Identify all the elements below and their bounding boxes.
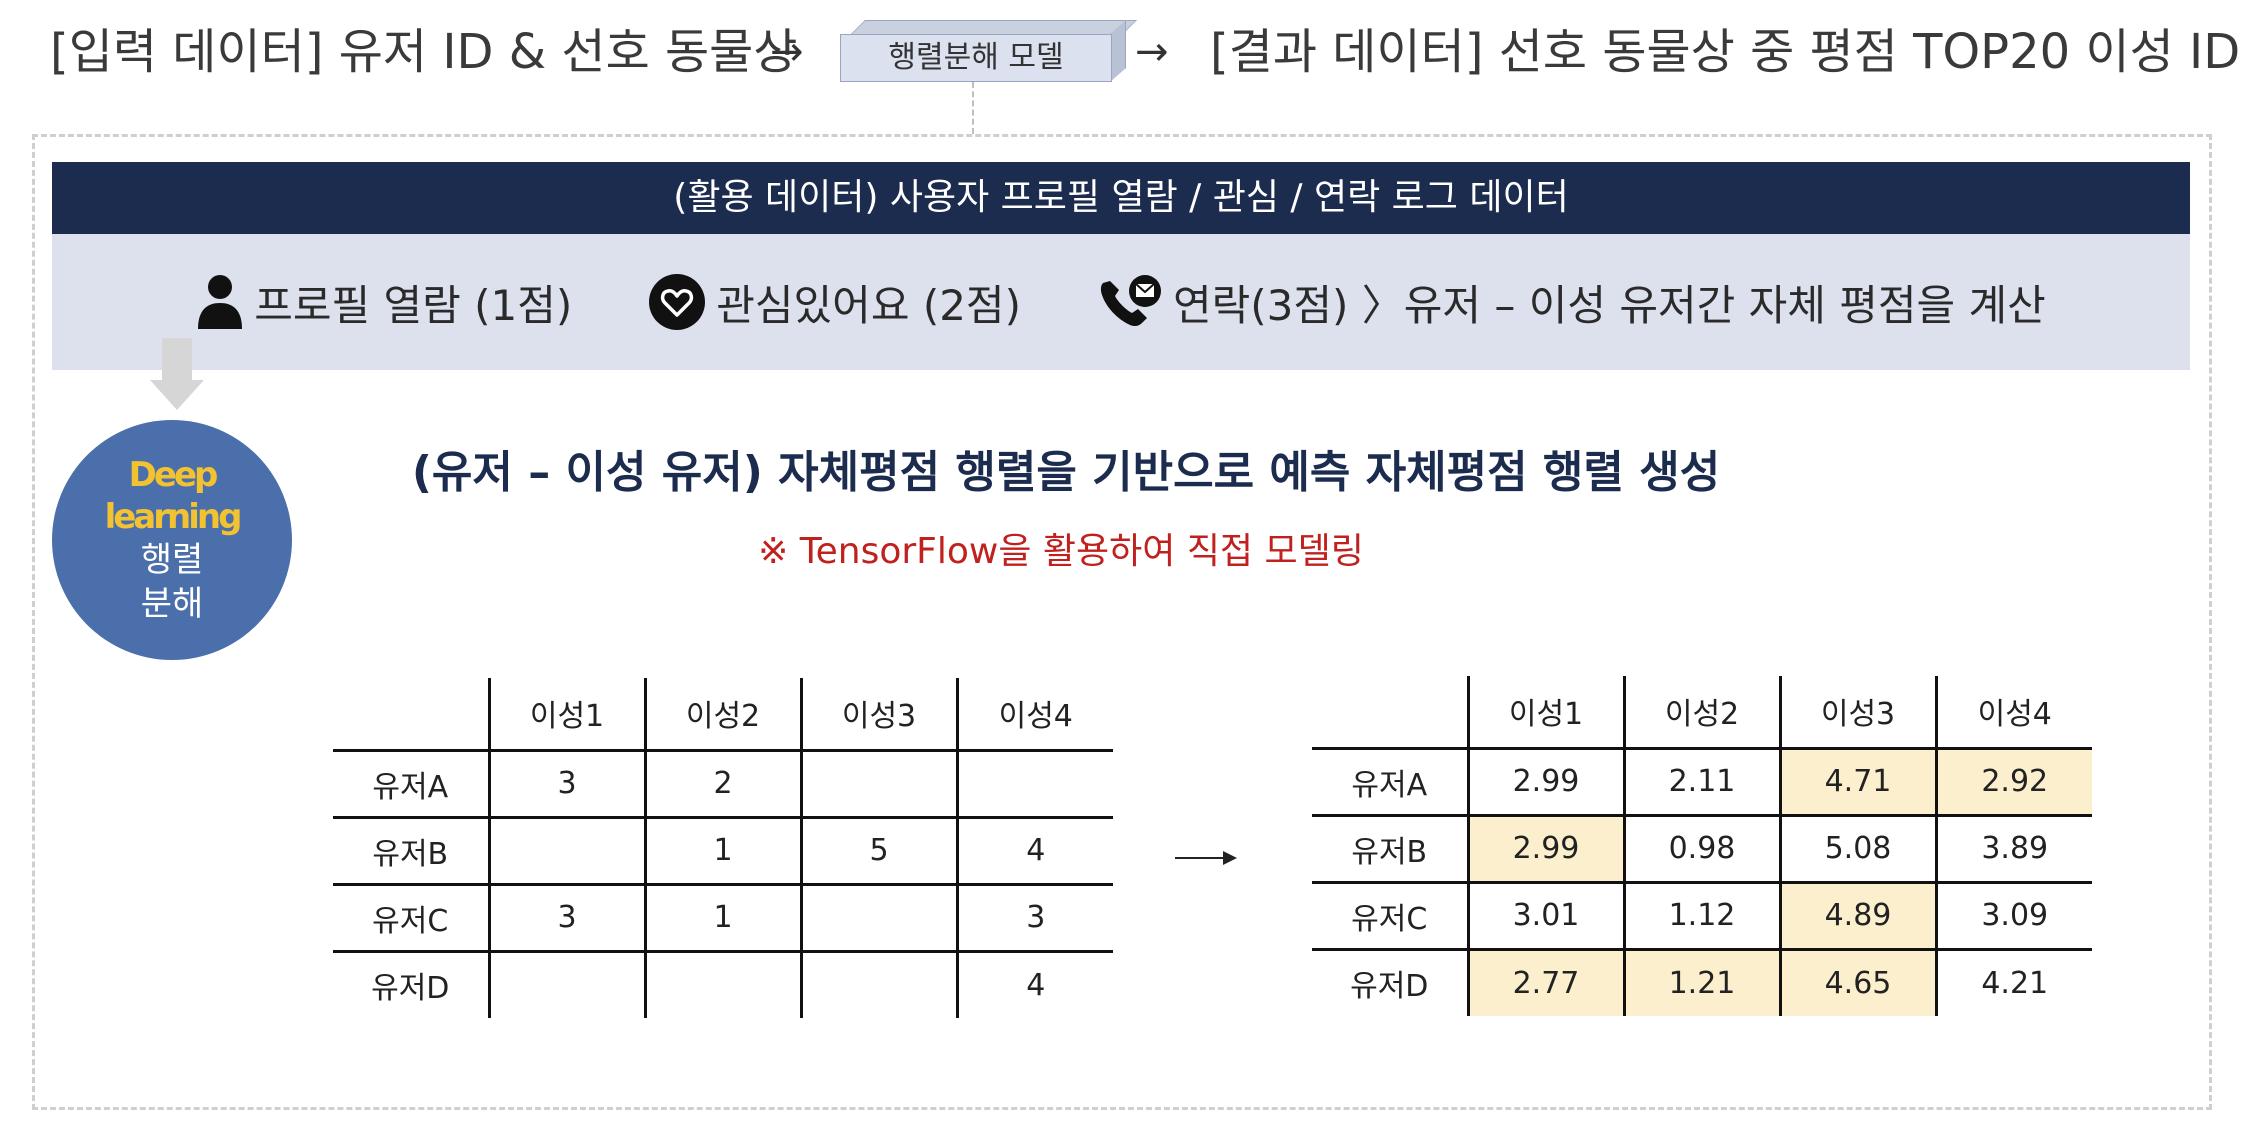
input-data-label: [입력 데이터] 유저 ID & 선호 동물상 (50, 24, 798, 80)
table-row: 유저C 3.01 1.12 4.89 3.09 (1312, 880, 2092, 949)
dashed-connector (972, 82, 974, 134)
row-header: 유저B (333, 815, 489, 884)
table-cell: 5.08 (1778, 813, 1936, 882)
matrix-transform-arrow (1175, 857, 1225, 859)
highlighted-cell: 4.89 (1778, 880, 1936, 949)
table-cell: 1 (643, 882, 801, 951)
table-cell: 3 (487, 748, 645, 817)
table-cell (955, 748, 1113, 817)
table-cell (487, 949, 645, 1018)
table-cell (643, 949, 801, 1018)
highlighted-cell: 2.99 (1466, 813, 1624, 882)
corner-cell (1312, 676, 1468, 748)
scoring-band (52, 234, 2190, 370)
highlighted-cell: 4.71 (1778, 746, 1936, 815)
table-cell: 3 (487, 882, 645, 951)
table-cell: 5 (799, 815, 957, 884)
heart-icon (649, 274, 706, 330)
contact-score: 연락(3점) 〉유저 – 이성 유저간 자체 평점을 계산 (1172, 280, 2046, 330)
table-cell (799, 882, 957, 951)
flow-arrow-2: → (1135, 29, 1169, 75)
column-header: 이성1 (1466, 676, 1624, 748)
column-header: 이성3 (1778, 676, 1936, 748)
row-header: 유저A (333, 748, 489, 817)
output-data-label: [결과 데이터] 선호 동물상 중 평점 TOP20 이성 ID (1210, 24, 2241, 80)
table-cell (487, 815, 645, 884)
table-cell: 4 (955, 949, 1113, 1018)
section-heading: (유저 – 이성 유저) 자체평점 행렬을 기반으로 예측 자체평점 행렬 생성 (411, 447, 1721, 498)
column-header: 이성1 (487, 678, 645, 750)
table-cell: 2.11 (1622, 746, 1780, 815)
table-cell: 3.01 (1466, 880, 1624, 949)
down-arrow-head (150, 380, 204, 410)
interest-score: 관심있어요 (2점) (716, 280, 1021, 330)
table-cell: 1 (643, 815, 801, 884)
table-row: 유저C 3 1 3 (333, 882, 1113, 951)
down-arrow-shaft (162, 338, 192, 382)
column-header: 이성4 (1934, 676, 2092, 748)
table-cell: 2.99 (1466, 746, 1624, 815)
table-row: 유저D 4 (333, 949, 1113, 1018)
table-header-row: 이성1 이성2 이성3 이성4 (333, 678, 1113, 750)
outer-dashed-frame (32, 134, 2212, 1110)
tensorflow-note: ※ TensorFlow을 활용하여 직접 모델링 (758, 531, 1364, 572)
scoring-row: 프로필 열람 (1점) 관심있어요 (2점) 연락(3점) 〉유저 – 이성 유… (52, 234, 2190, 370)
table-cell: 3.89 (1934, 813, 2092, 882)
table-row: 유저A 2.99 2.11 4.71 2.92 (1312, 746, 2092, 815)
table-cell (799, 949, 957, 1018)
row-header: 유저D (333, 949, 489, 1018)
note-wrap: ※ TensorFlow을 활용하여 직접 모델링 (0, 522, 2242, 574)
column-header: 이성4 (955, 678, 1113, 750)
person-icon (198, 275, 243, 329)
matrix-transform-arrow-head (1223, 851, 1237, 865)
highlighted-cell: 2.77 (1466, 947, 1624, 1016)
data-source-banner: (활용 데이터) 사용자 프로필 열람 / 관심 / 연락 로그 데이터 (52, 162, 2190, 234)
table-cell: 4.21 (1934, 947, 2092, 1016)
highlighted-cell: 1.21 (1622, 947, 1780, 1016)
row-header: 유저C (1312, 880, 1468, 949)
row-header: 유저B (1312, 813, 1468, 882)
table-row: 유저B 2.99 0.98 5.08 3.89 (1312, 813, 2092, 882)
table-cell: 3 (955, 882, 1113, 951)
row-header: 유저A (1312, 746, 1468, 815)
section-heading-wrap: (유저 – 이성 유저) 자체평점 행렬을 기반으로 예측 자체평점 행렬 생성 (0, 436, 2242, 500)
highlighted-cell: 4.65 (1778, 947, 1936, 1016)
profile-view-score: 프로필 열람 (1점) (254, 280, 573, 330)
column-header: 이성3 (799, 678, 957, 750)
table-header-row: 이성1 이성2 이성3 이성4 (1312, 676, 2092, 748)
circle-line-deep: Deep (128, 455, 219, 495)
flow-arrow-1: → (770, 29, 804, 75)
row-header: 유저C (333, 882, 489, 951)
table-cell: 0.98 (1622, 813, 1780, 882)
model-box: 행렬분해 모델 (840, 34, 1112, 82)
corner-cell (333, 678, 489, 750)
column-header: 이성2 (643, 678, 801, 750)
table-row: 유저B 1 5 4 (333, 815, 1113, 884)
table-cell: 4 (955, 815, 1113, 884)
input-rating-matrix: 이성1 이성2 이성3 이성4 유저A 3 2 유저B 1 5 4 유저C 3 … (333, 678, 1113, 1018)
column-header: 이성2 (1622, 676, 1780, 748)
table-cell: 1.12 (1622, 880, 1780, 949)
table-cell (799, 748, 957, 817)
table-cell: 3.09 (1934, 880, 2092, 949)
model-box-top-face (850, 20, 1137, 35)
table-cell: 2 (643, 748, 801, 817)
row-header: 유저D (1312, 947, 1468, 1016)
deep-learning-circle: Deep learning 행렬 분해 (52, 420, 292, 660)
phone-mail-icon (1100, 275, 1161, 327)
table-row: 유저D 2.77 1.21 4.65 4.21 (1312, 947, 2092, 1016)
predicted-rating-matrix: 이성1 이성2 이성3 이성4 유저A 2.99 2.11 4.71 2.92 … (1312, 676, 2092, 1016)
circle-line-matrix: 행렬 (140, 540, 204, 580)
circle-line-learning: learning (104, 497, 243, 537)
table-row: 유저A 3 2 (333, 748, 1113, 817)
highlighted-cell: 2.92 (1934, 746, 2092, 815)
circle-line-factorization: 분해 (140, 584, 204, 624)
